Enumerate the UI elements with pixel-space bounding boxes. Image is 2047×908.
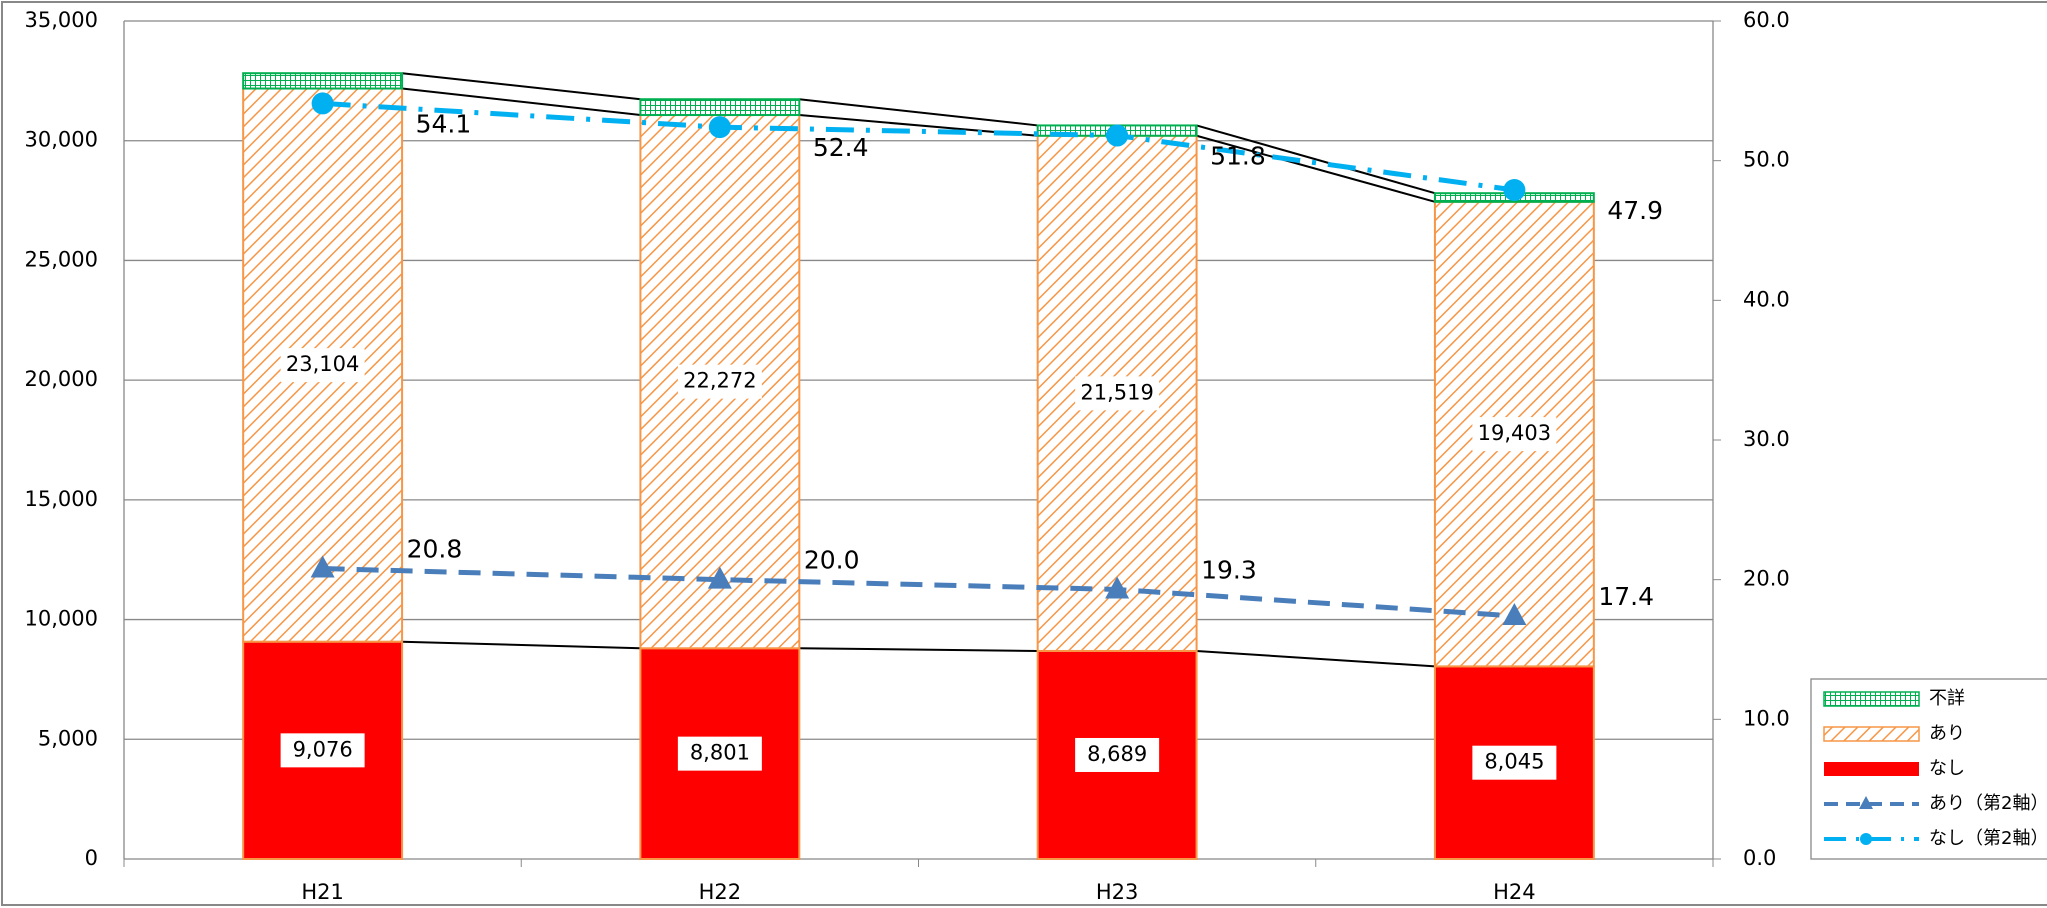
y-tick-label: 0 (85, 846, 98, 870)
legend-label: あり (1929, 723, 1965, 744)
data-label-box (1075, 737, 1160, 772)
data-label: 21,519 (1080, 380, 1153, 404)
line-marker (708, 116, 731, 139)
data-label: 22,272 (683, 369, 756, 393)
y-tick-label: 20,000 (25, 367, 98, 391)
legend-label: なし（第2軸） (1929, 828, 2047, 849)
data-label: 8,801 (690, 741, 750, 765)
y2-tick-label: 10.0 (1743, 706, 1790, 730)
series-connector (1196, 124, 1436, 195)
line-data-label: 51.8 (1210, 142, 1266, 171)
line-data-label: 47.9 (1607, 196, 1663, 225)
line-data-label: 17.4 (1598, 582, 1654, 611)
x-tick-label: H21 (301, 880, 344, 904)
y2-tick-label: 50.0 (1743, 148, 1790, 172)
bar-segment (639, 98, 801, 117)
line-data-label: 54.1 (416, 109, 472, 138)
line-data-label: 20.0 (804, 546, 860, 575)
y2-tick-label: 20.0 (1743, 567, 1790, 591)
series-connector (402, 640, 641, 650)
legend-label: 不詳 (1929, 688, 1965, 709)
line-marker (1503, 178, 1526, 201)
y2-tick-label: 60.0 (1743, 8, 1790, 32)
legend-label: あり（第2軸） (1929, 793, 2047, 814)
series-connector (1196, 649, 1435, 668)
line (322, 565, 1515, 619)
line-marker (707, 566, 732, 589)
legend-marker (1859, 796, 1873, 809)
data-label-box (677, 736, 762, 771)
y-tick-label: 35,000 (25, 8, 98, 32)
series-connector (799, 98, 1038, 127)
data-label-box (280, 348, 365, 383)
legend-swatch (1823, 691, 1920, 707)
y-tick-label: 10,000 (25, 607, 98, 631)
line-data-label: 19.3 (1201, 555, 1257, 584)
x-tick-label: H22 (699, 880, 742, 904)
y-tick-label: 30,000 (25, 128, 98, 152)
legend-swatch (1823, 726, 1920, 742)
series-connector (799, 647, 1038, 652)
y-tick-label: 5,000 (38, 726, 98, 750)
data-label: 8,045 (1484, 750, 1544, 774)
line-marker (1105, 576, 1130, 599)
data-label: 23,104 (286, 352, 359, 376)
data-label: 8,689 (1087, 742, 1147, 766)
line (322, 100, 1515, 193)
line-marker (1502, 602, 1527, 625)
bar-segment (242, 72, 404, 90)
line-data-label: 52.4 (813, 133, 869, 162)
line-marker (311, 92, 334, 115)
series-connector (401, 87, 641, 117)
data-label: 19,403 (1478, 421, 1551, 445)
x-tick-label: H24 (1493, 880, 1536, 904)
series-connector (1196, 134, 1436, 203)
x-tick-label: H23 (1096, 880, 1139, 904)
y2-tick-label: 40.0 (1743, 287, 1790, 311)
line-marker (1106, 124, 1129, 147)
legend-swatch (1824, 762, 1919, 776)
line-data-label: 20.8 (407, 534, 463, 563)
data-label: 9,076 (293, 737, 353, 761)
data-label-box (1472, 745, 1557, 780)
legend-marker (1860, 833, 1872, 845)
series-connector (401, 72, 641, 101)
line-marker (310, 555, 335, 578)
y-tick-label: 15,000 (25, 487, 98, 511)
y2-tick-label: 30.0 (1743, 427, 1790, 451)
data-label-box (1472, 417, 1557, 452)
bar-segment (1433, 665, 1595, 860)
data-label-box (1075, 376, 1160, 411)
y-tick-label: 25,000 (25, 247, 98, 271)
data-label-box (677, 364, 762, 399)
legend-label: なし (1929, 758, 1965, 779)
data-label-box (280, 733, 365, 768)
y2-tick-label: 0.0 (1743, 846, 1776, 870)
